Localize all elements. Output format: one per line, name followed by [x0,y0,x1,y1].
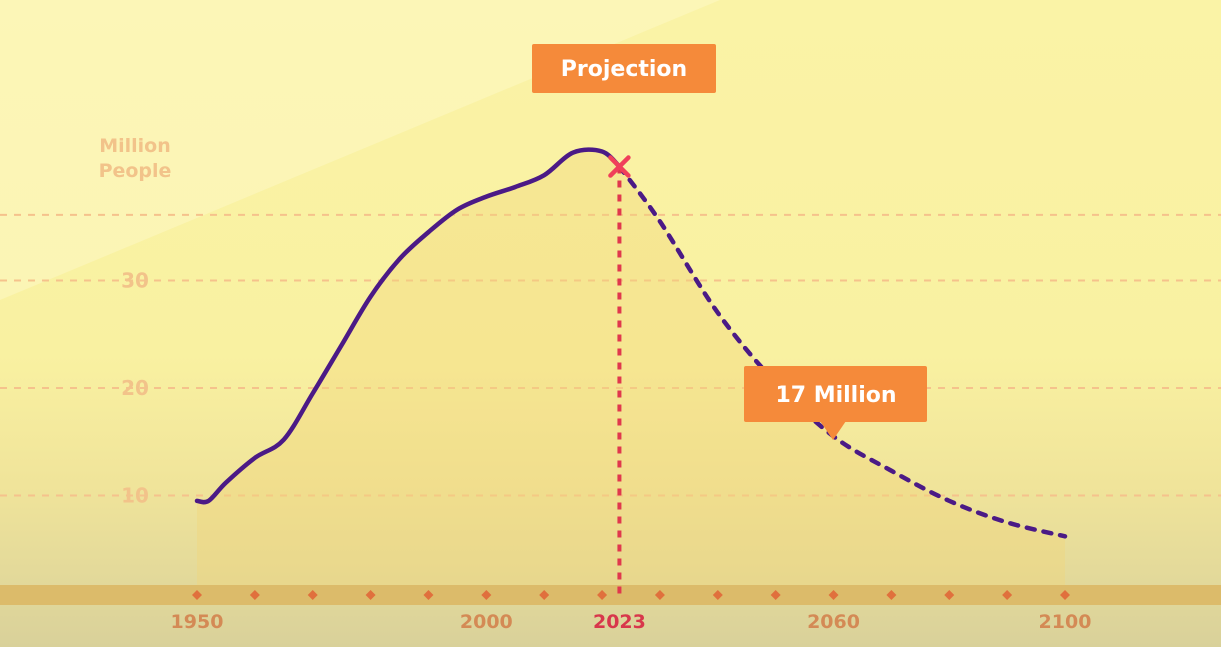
title-badge-bg [532,44,716,93]
area-under-curve [197,149,1065,586]
x-axis-dot [944,590,955,600]
annotation-label: 17 Million [775,383,896,408]
x-axis-dot [597,590,608,600]
annotation-badge-bg [744,366,927,422]
title-badge: Projection [532,44,716,93]
y-axis-unit-line1: Million [99,135,171,157]
y-axis-unit-line2: People [99,160,172,182]
x-tick-label: 2100 [1039,611,1092,633]
y-tick-label: 30 [121,269,149,293]
x-tick-label: 2060 [807,611,860,633]
y-tick-label: 20 [121,376,149,400]
area-fill [197,149,1065,586]
x-axis-dot [1002,590,1013,600]
chart-title: Projection [561,57,687,82]
x-axis-dot [365,590,376,600]
x-axis-dot [770,590,781,600]
historical-line [194,147,622,505]
x-axis-band [0,585,1221,605]
annotation-pointer [820,421,846,440]
x-tick-label: 1950 [171,611,224,633]
x-axis-dot [886,590,897,600]
annotation-badge: 17 Million [744,366,927,440]
x-axis-dot [654,590,665,600]
x-tick-label: 2000 [460,611,513,633]
x-axis-dots [192,590,1070,600]
x-axis-dot [423,590,434,600]
x-axis-dot [1060,590,1070,600]
x-axis-dot [249,590,260,600]
x-tick-label: 2023 [593,611,646,633]
series-lines [194,147,1068,539]
x-axis-dot [192,590,202,600]
x-axis-dot [307,590,318,600]
x-axis-dot [828,590,839,600]
projection-line [617,164,1068,539]
highlight-x-marker [608,155,631,178]
x-axis-dot [481,590,492,600]
y-axis-labels: 10 20 30 [121,269,149,508]
y-tick-label: 10 [121,484,149,508]
x-axis-labels: 1950 2000 2023 2060 2100 [171,611,1092,633]
x-axis-dot [539,590,550,600]
x-axis-dot [712,590,723,600]
highlight-marker [608,155,631,600]
